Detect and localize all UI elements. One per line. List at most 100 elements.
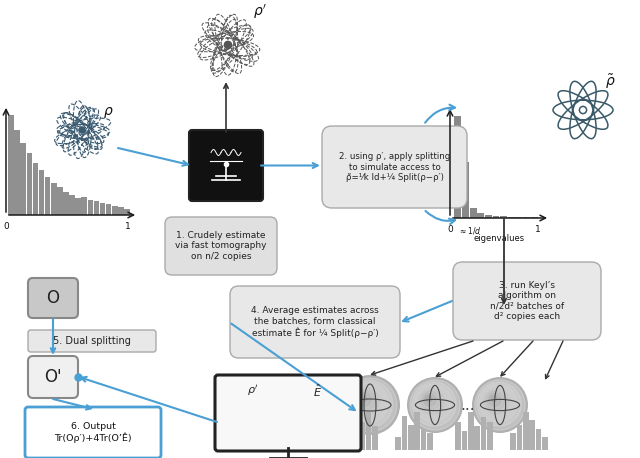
Bar bbox=[81, 196, 87, 215]
Bar bbox=[14, 131, 20, 215]
Bar bbox=[529, 420, 535, 450]
Bar bbox=[20, 143, 26, 215]
Circle shape bbox=[472, 377, 528, 433]
Bar bbox=[517, 425, 522, 450]
Text: 0: 0 bbox=[3, 222, 9, 231]
Circle shape bbox=[479, 384, 517, 422]
Bar bbox=[421, 429, 426, 450]
Bar bbox=[500, 216, 507, 218]
Circle shape bbox=[486, 391, 505, 410]
Bar bbox=[76, 198, 81, 215]
Text: eigenvalues: eigenvalues bbox=[474, 234, 525, 243]
Bar bbox=[481, 417, 486, 450]
Text: $\tilde{\rho}$: $\tilde{\rho}$ bbox=[605, 73, 615, 91]
FancyArrowPatch shape bbox=[545, 341, 563, 379]
Text: ...: ... bbox=[461, 398, 476, 413]
Text: $\rho'$: $\rho'$ bbox=[253, 3, 267, 21]
Bar bbox=[487, 421, 493, 450]
Bar bbox=[100, 203, 106, 215]
Circle shape bbox=[340, 375, 400, 435]
Bar bbox=[39, 170, 44, 215]
Circle shape bbox=[412, 382, 456, 426]
Circle shape bbox=[350, 385, 384, 419]
Bar bbox=[474, 426, 480, 450]
Circle shape bbox=[225, 41, 232, 49]
Bar bbox=[93, 201, 99, 215]
Bar bbox=[415, 412, 420, 450]
Circle shape bbox=[482, 387, 513, 418]
Text: 6. Output
Tr(Oρ′)+4Tr(O’Ê): 6. Output Tr(Oρ′)+4Tr(O’Ê) bbox=[54, 422, 132, 443]
FancyBboxPatch shape bbox=[453, 262, 601, 340]
Bar bbox=[536, 429, 541, 450]
Circle shape bbox=[417, 387, 448, 418]
Bar bbox=[531, 217, 538, 218]
Text: $\rho'$: $\rho'$ bbox=[247, 383, 259, 398]
Bar bbox=[462, 431, 467, 450]
FancyArrowPatch shape bbox=[51, 319, 55, 353]
FancyBboxPatch shape bbox=[28, 278, 78, 318]
Text: $\approx$1/$d$: $\approx$1/$d$ bbox=[458, 225, 482, 236]
Text: 1. Crudely estimate
via fast tomography
on n/2 copies: 1. Crudely estimate via fast tomography … bbox=[175, 231, 267, 261]
Circle shape bbox=[353, 388, 380, 415]
Bar bbox=[454, 116, 461, 218]
FancyArrowPatch shape bbox=[502, 219, 506, 303]
Bar bbox=[353, 426, 358, 450]
Text: 5. Dual splitting: 5. Dual splitting bbox=[53, 336, 131, 346]
Circle shape bbox=[360, 395, 367, 402]
Bar bbox=[523, 412, 529, 450]
Circle shape bbox=[477, 382, 521, 426]
Bar bbox=[456, 421, 461, 450]
Bar bbox=[372, 426, 378, 450]
Bar bbox=[515, 217, 522, 218]
FancyArrowPatch shape bbox=[53, 399, 91, 409]
FancyBboxPatch shape bbox=[165, 217, 277, 275]
FancyBboxPatch shape bbox=[28, 356, 78, 398]
Bar bbox=[366, 412, 371, 450]
Bar bbox=[26, 153, 32, 215]
Bar bbox=[118, 207, 124, 215]
Bar bbox=[69, 195, 75, 215]
Circle shape bbox=[491, 396, 497, 402]
Bar bbox=[124, 209, 130, 215]
Bar bbox=[477, 213, 484, 218]
Bar bbox=[51, 183, 56, 215]
Bar bbox=[485, 215, 492, 218]
FancyBboxPatch shape bbox=[215, 375, 361, 451]
Bar bbox=[63, 192, 68, 215]
Text: 3. run Keyl’s
algorithm on
n/2d² batches of
d² copies each: 3. run Keyl’s algorithm on n/2d² batches… bbox=[490, 281, 564, 321]
Bar bbox=[462, 162, 469, 218]
Circle shape bbox=[414, 384, 452, 422]
FancyArrowPatch shape bbox=[261, 163, 317, 168]
Circle shape bbox=[355, 390, 376, 410]
FancyArrowPatch shape bbox=[501, 341, 533, 376]
Circle shape bbox=[343, 378, 397, 432]
Bar bbox=[45, 176, 51, 215]
FancyArrowPatch shape bbox=[436, 341, 503, 376]
FancyBboxPatch shape bbox=[28, 330, 156, 352]
Circle shape bbox=[488, 393, 501, 406]
Bar bbox=[360, 421, 365, 450]
Circle shape bbox=[424, 393, 436, 406]
Bar bbox=[340, 431, 346, 450]
Circle shape bbox=[348, 383, 388, 423]
Bar bbox=[396, 437, 401, 450]
Text: 1: 1 bbox=[125, 222, 131, 231]
Circle shape bbox=[407, 377, 463, 433]
Text: 0: 0 bbox=[447, 225, 453, 234]
Bar bbox=[33, 163, 38, 215]
Bar bbox=[112, 206, 118, 215]
Circle shape bbox=[358, 393, 371, 406]
Circle shape bbox=[251, 411, 255, 415]
Bar bbox=[511, 433, 516, 450]
Bar bbox=[106, 204, 111, 215]
Text: 4. Average estimates across
the batches, form classical
estimate Ê for ¼ Split(ρ: 4. Average estimates across the batches,… bbox=[251, 306, 379, 338]
FancyBboxPatch shape bbox=[230, 286, 400, 358]
Bar bbox=[493, 216, 499, 218]
FancyArrowPatch shape bbox=[81, 377, 217, 422]
Bar bbox=[402, 416, 407, 450]
Text: O': O' bbox=[44, 368, 62, 386]
Bar bbox=[523, 217, 530, 218]
Circle shape bbox=[79, 127, 85, 133]
Bar bbox=[470, 208, 477, 218]
FancyArrowPatch shape bbox=[371, 341, 473, 375]
